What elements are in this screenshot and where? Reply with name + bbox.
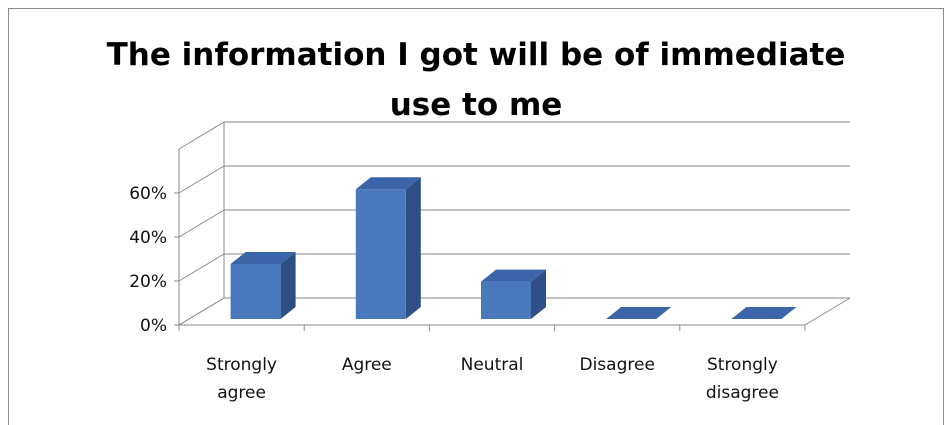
- chart-title-line-2: use to me: [389, 87, 563, 123]
- bar: [606, 307, 672, 319]
- gridline-side: [178, 121, 225, 150]
- bar-top: [230, 252, 296, 264]
- bar-front: [355, 189, 406, 319]
- bar-side: [280, 252, 296, 319]
- gridline-side: [178, 297, 225, 326]
- x-tick-label: Disagree: [579, 355, 654, 375]
- chart-title: The information I got will be of immedia…: [0, 30, 952, 130]
- x-tick-label: Neutral: [461, 355, 524, 375]
- bar-side: [531, 269, 546, 319]
- bar: [481, 269, 546, 319]
- x-tick-label: Strongly: [707, 355, 778, 375]
- y-tick-label: 40%: [129, 228, 167, 248]
- bar: [355, 177, 421, 319]
- y-tick-label: 60%: [129, 184, 167, 204]
- bar-top: [731, 307, 797, 319]
- x-tick-label: disagree: [706, 383, 779, 403]
- bar-side: [405, 177, 421, 319]
- bar-top: [606, 307, 672, 319]
- gridline-side: [178, 165, 225, 194]
- y-tick-label: 20%: [129, 272, 167, 292]
- floor-right-edge: [804, 297, 851, 326]
- bar-top: [355, 177, 421, 190]
- chart-title-line-1: The information I got will be of immedia…: [106, 37, 846, 73]
- gridline-side: [178, 209, 225, 238]
- bar-front: [481, 281, 531, 319]
- bar: [230, 252, 296, 319]
- chart-frame: [8, 8, 944, 425]
- x-tick-label: Strongly: [206, 355, 277, 375]
- bar-front: [230, 264, 281, 319]
- x-tick-label: agree: [217, 383, 266, 403]
- bar-top: [481, 269, 546, 282]
- bar: [731, 307, 797, 319]
- x-tick-label: Agree: [342, 355, 392, 375]
- gridline-side: [178, 253, 225, 282]
- y-tick-label: 0%: [140, 316, 167, 336]
